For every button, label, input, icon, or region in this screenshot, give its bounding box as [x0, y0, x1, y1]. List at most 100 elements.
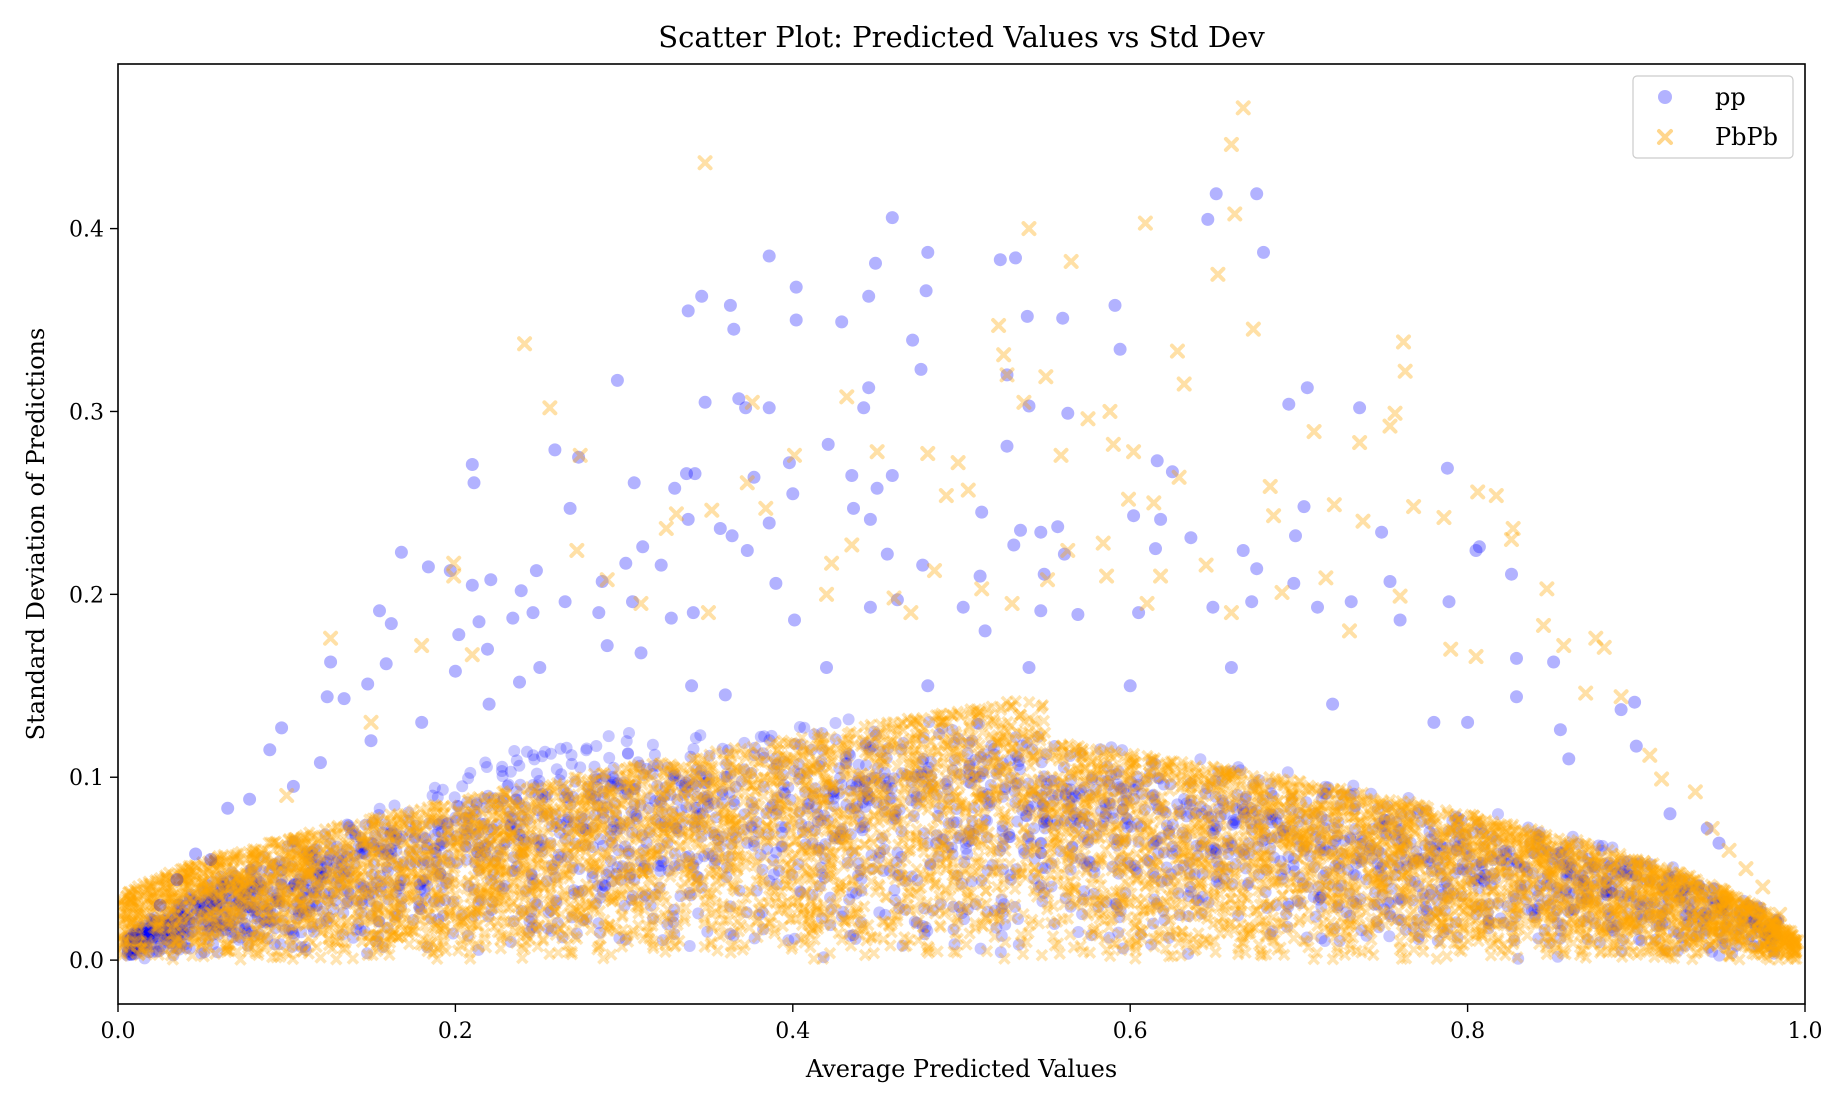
pp-cloud-point: [623, 727, 635, 739]
pp-cloud-point: [1671, 944, 1684, 957]
pp-cloud-point: [1726, 947, 1739, 960]
pp-cloud-point: [844, 749, 857, 762]
pp-cloud-point: [1680, 909, 1693, 922]
plot-area: [118, 100, 1805, 966]
pp-cloud-point: [1557, 858, 1569, 871]
y-tick-label: 0.2: [69, 583, 104, 608]
pp-cloud-point: [1008, 785, 1021, 798]
pp-cloud-point: [1166, 847, 1179, 860]
pp-cloud-point: [1503, 856, 1516, 868]
pp-cloud-point: [841, 856, 854, 869]
pp-cloud-point: [678, 788, 691, 801]
pp-cloud-point: [221, 905, 234, 918]
pp-cloud-point: [1025, 786, 1038, 799]
pp-cloud-point: [1150, 897, 1163, 910]
pp-cloud-point: [818, 809, 831, 822]
pp-cloud-point: [173, 925, 186, 938]
pp-cloud-point: [961, 747, 974, 760]
pp-cloud-point: [683, 886, 696, 899]
pp-cloud-point: [720, 758, 733, 771]
pp-cloud-point: [683, 940, 696, 952]
pp-cloud-point: [770, 807, 783, 820]
pp-cloud-point: [159, 915, 172, 928]
axis-ticks: 0.0 0.2 0.4 0.6 0.8 1.00.00.10.20.30.4: [69, 218, 1823, 1044]
pp-cloud-point: [565, 757, 578, 770]
pp-cloud-point: [646, 768, 659, 780]
pp-cloud-point: [1210, 870, 1223, 883]
y-tick-label: 0.1: [69, 766, 104, 791]
pp-cloud-point: [666, 805, 679, 818]
x-tick-label: 0.0: [101, 1019, 136, 1044]
pp-cloud-point: [1575, 892, 1588, 905]
pp-cloud-point: [1157, 778, 1170, 791]
pp-cloud-point: [359, 818, 372, 831]
pp-cloud-point: [1532, 833, 1545, 845]
pp-cloud-point: [564, 798, 577, 811]
pp-cloud-point: [257, 900, 270, 913]
pp-cloud-point: [1699, 923, 1712, 936]
pp-cloud-point: [554, 742, 567, 755]
pp-cloud-point: [300, 891, 312, 904]
pp-cloud-point: [803, 797, 816, 810]
pp-cloud-point: [1450, 843, 1463, 856]
pp-cloud-point: [124, 935, 137, 947]
pp-cloud-point: [1039, 813, 1052, 825]
pp-cloud-point: [813, 760, 826, 773]
pp-cloud-point: [629, 808, 642, 821]
pp-cloud-point: [1696, 888, 1709, 901]
pp-cloud-point: [1318, 822, 1331, 834]
pp-cloud-point: [1296, 877, 1309, 890]
pp-cloud-point: [1121, 813, 1134, 826]
pp-cloud-point: [1022, 830, 1035, 843]
pp-cloud-point: [1411, 807, 1424, 819]
pp-cloud-point: [510, 754, 523, 767]
pp-cloud-point: [688, 816, 701, 829]
pp-cloud-point: [536, 845, 548, 858]
pp-cloud-point: [1040, 777, 1053, 790]
pp-cloud-point: [1599, 881, 1612, 894]
pp-cloud-point: [1655, 881, 1668, 894]
pp-cloud-point: [829, 717, 842, 729]
pp-cloud-point: [414, 883, 427, 896]
pp-cloud-point: [701, 796, 714, 809]
pp-cloud-point: [330, 840, 343, 853]
pp-cloud-point: [1521, 903, 1534, 916]
pp-cloud-point: [1315, 810, 1328, 823]
pp-cloud-point: [287, 878, 300, 891]
pp-cloud-point: [1617, 896, 1630, 908]
pp-cloud-point: [1271, 816, 1284, 829]
pp-cloud-point: [241, 901, 254, 914]
pp-cloud-point: [372, 809, 385, 821]
pp-cloud-point: [720, 861, 733, 874]
pp-cloud-point: [815, 912, 828, 925]
pp-cloud-point: [1316, 889, 1328, 902]
pp-cloud-point: [1196, 807, 1209, 820]
pp-cloud-point: [203, 904, 216, 917]
pp-cloud-point: [388, 837, 401, 850]
density-cloud: [118, 694, 1803, 966]
pp-cloud-point: [532, 788, 545, 801]
pp-cloud-point: [1674, 891, 1687, 904]
pp-cloud-point: [365, 868, 378, 881]
pp-cloud-point: [1383, 930, 1396, 943]
y-tick-label: 0.3: [69, 400, 104, 425]
pp-cloud-point: [244, 888, 257, 901]
pp-cloud-point: [276, 914, 289, 927]
x-tick-label: 1.0: [1788, 1019, 1823, 1044]
pp-cloud-point: [1672, 887, 1685, 900]
pp-cloud-point: [236, 893, 249, 906]
x-tick-label: 0.2: [438, 1019, 473, 1044]
pp-cloud-point: [1155, 875, 1168, 888]
pp-cloud-point: [1202, 896, 1215, 909]
pp-cloud-point: [137, 922, 150, 935]
pp-cloud-point: [590, 773, 603, 786]
pp-cloud-point: [403, 845, 416, 858]
pp-cloud-point: [689, 732, 702, 744]
pp-cloud-point: [733, 884, 746, 897]
pp-cloud-point: [238, 917, 251, 930]
pp-cloud-point: [288, 835, 301, 848]
pp-cloud-point: [574, 761, 587, 774]
pp-cloud-point: [279, 856, 292, 869]
pp-cloud-point: [1144, 767, 1157, 780]
pp-cloud-point: [779, 821, 792, 834]
